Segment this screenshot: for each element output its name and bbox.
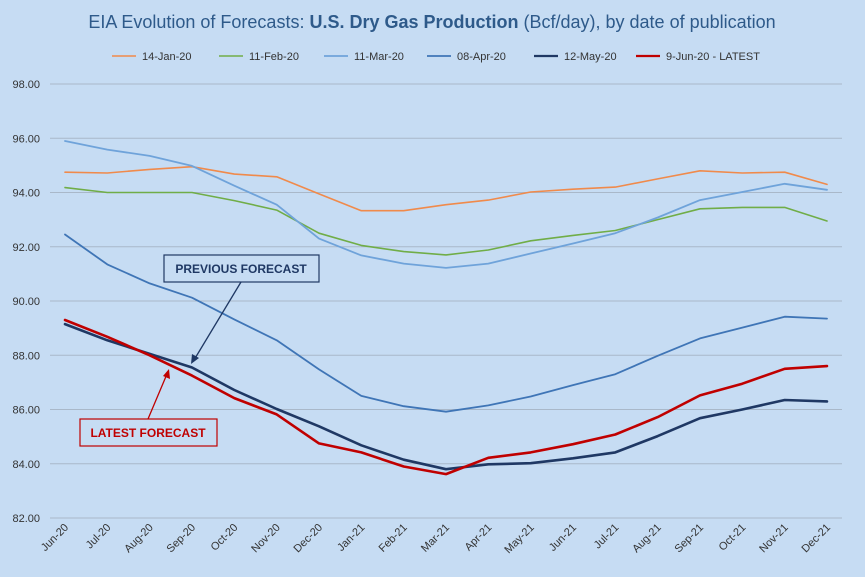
series-line-3	[64, 233, 828, 413]
y-tick-label: 96.00	[12, 133, 40, 145]
legend-label-2: 11-Mar-20	[354, 51, 404, 63]
y-tick-label: 88.00	[12, 350, 40, 362]
series-line-4	[63, 322, 829, 471]
legend-label-4: 12-May-20	[564, 51, 617, 63]
legend-label-3: 08-Apr-20	[457, 51, 506, 63]
chart-title-prefix: EIA Evolution of Forecasts:	[88, 12, 309, 32]
chart-title-bold: U.S. Dry Gas Production	[309, 12, 518, 32]
chart-title-suffix: (Bcf/day), by date of publication	[519, 12, 776, 32]
y-axis: 82.00 84.00 86.00 88.00 90.00 92.00 94.00 96.00…	[12, 79, 40, 525]
y-tick-label: 86.00	[12, 405, 40, 417]
annotation-latest-forecast: LATEST FORECAST	[79, 369, 218, 447]
y-tick-label: 92.00	[12, 242, 40, 254]
y-tick-label: 82.00	[12, 513, 40, 525]
annotation-previous-forecast: PREVIOUS FORECAST	[163, 254, 320, 364]
series-lines	[63, 140, 829, 476]
legend-label-0: 14-Jan-20	[142, 51, 192, 63]
y-tick-label: 84.00	[12, 459, 40, 471]
chart-title: EIA Evolution of Forecasts: U.S. Dry Gas…	[88, 12, 775, 32]
series-line-5	[63, 318, 829, 476]
annotation-latest-arrowhead	[163, 369, 170, 379]
y-tick-label: 98.00	[12, 79, 40, 91]
y-tick-label: 94.00	[12, 188, 40, 200]
series-line-1	[64, 186, 828, 256]
annotation-latest-label: LATEST FORECAST	[90, 426, 206, 440]
annotation-previous-box	[163, 254, 320, 283]
annotation-latest-arrow	[147, 373, 168, 420]
annotation-latest-box	[79, 418, 218, 447]
legend: 14-Jan-20 11-Feb-20 11-Mar-20 08-Apr-20 12-M…	[112, 51, 760, 63]
annotation-previous-label: PREVIOUS FORECAST	[175, 262, 307, 276]
legend-label-5: 9-Jun-20 - LATEST	[666, 51, 760, 63]
legend-label-1: 11-Feb-20	[249, 51, 299, 63]
y-tick-label: 90.00	[12, 296, 40, 308]
series-line-2	[64, 140, 828, 269]
annotation-previous-arrowhead	[191, 354, 199, 364]
annotation-previous-arrow	[193, 281, 242, 361]
